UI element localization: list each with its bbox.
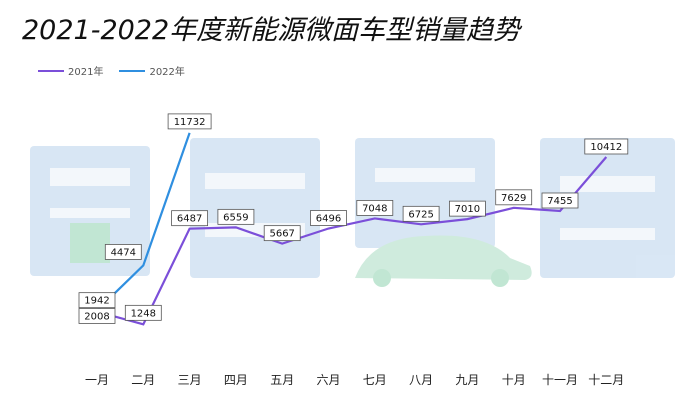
data-label-text: 7010 bbox=[455, 204, 480, 215]
x-tick-label: 八月 bbox=[409, 373, 433, 387]
data-label-text: 7629 bbox=[501, 193, 526, 204]
data-label-box bbox=[171, 210, 209, 227]
data-label-box bbox=[310, 210, 347, 226]
data-label-box bbox=[495, 189, 533, 206]
data-label-box bbox=[104, 244, 142, 260]
legend-swatch-2021 bbox=[38, 69, 64, 72]
data-label-text: 5667 bbox=[269, 229, 294, 240]
data-label-text: 11732 bbox=[174, 117, 206, 128]
data-label: 2008 bbox=[78, 308, 116, 324]
data-label: 10412 bbox=[584, 138, 629, 155]
data-label-text: 10412 bbox=[590, 142, 622, 153]
x-tick-label: 九月 bbox=[455, 373, 479, 387]
legend-item-2022[interactable]: 2022年 bbox=[119, 63, 185, 78]
legend-swatch-2022 bbox=[119, 69, 146, 72]
data-label-box bbox=[448, 200, 486, 217]
legend-item-2021[interactable]: 2021年 bbox=[38, 63, 103, 78]
data-label: 5667 bbox=[263, 225, 301, 242]
legend: 2021年 2022年 bbox=[38, 63, 185, 78]
x-tick-label: 一月 bbox=[85, 373, 109, 387]
data-label-text: 7048 bbox=[362, 203, 387, 214]
data-label: 6559 bbox=[217, 208, 255, 225]
x-tick-label: 二月 bbox=[131, 373, 155, 387]
x-tick-label: 七月 bbox=[363, 373, 387, 387]
data-label: 4474 bbox=[104, 244, 142, 260]
data-label: 6487 bbox=[171, 210, 209, 227]
data-label: 6725 bbox=[402, 205, 440, 222]
data-label: 7010 bbox=[448, 200, 486, 217]
data-label-text: 6725 bbox=[408, 209, 433, 220]
legend-label-2022: 2022年 bbox=[149, 67, 185, 78]
x-tick-label: 三月 bbox=[178, 373, 202, 387]
data-label-text: 6496 bbox=[316, 214, 341, 225]
data-label-text: 2008 bbox=[84, 311, 109, 322]
data-label: 7629 bbox=[495, 189, 533, 206]
x-tick-label: 十一月 bbox=[542, 373, 578, 387]
data-label-text: 4474 bbox=[111, 247, 136, 258]
data-label-text: 1942 bbox=[84, 296, 109, 307]
data-label: 7048 bbox=[356, 200, 394, 216]
data-label: 11732 bbox=[167, 113, 212, 130]
data-label-box bbox=[78, 292, 116, 309]
data-label-text: 6559 bbox=[223, 212, 248, 223]
data-label: 6496 bbox=[310, 210, 347, 226]
data-label-box bbox=[263, 225, 301, 242]
x-tick-label: 六月 bbox=[316, 373, 340, 387]
x-tick-label: 十二月 bbox=[588, 373, 624, 387]
chart-title: 2021-2022年度新能源微面车型销量趋势 bbox=[22, 15, 521, 46]
data-label-text: 1248 bbox=[131, 308, 156, 319]
series-line-0 bbox=[96, 156, 608, 326]
data-label-box bbox=[217, 208, 255, 225]
data-label-box bbox=[584, 138, 629, 155]
data-label-box bbox=[167, 113, 212, 130]
data-label-box bbox=[402, 205, 440, 222]
data-label: 7455 bbox=[541, 192, 579, 209]
x-tick-label: 四月 bbox=[224, 373, 248, 387]
x-tick-label: 五月 bbox=[270, 373, 294, 387]
data-label-text: 6487 bbox=[177, 214, 202, 225]
legend-label-2021: 2021年 bbox=[68, 67, 104, 78]
data-label-text: 7455 bbox=[547, 196, 572, 207]
data-label-box bbox=[541, 192, 579, 209]
x-tick-label: 十月 bbox=[502, 373, 526, 387]
data-label: 1248 bbox=[124, 304, 162, 321]
data-label-box bbox=[124, 304, 162, 321]
data-label: 1942 bbox=[78, 292, 116, 309]
data-label-box bbox=[78, 308, 116, 324]
data-label-box bbox=[356, 200, 394, 216]
